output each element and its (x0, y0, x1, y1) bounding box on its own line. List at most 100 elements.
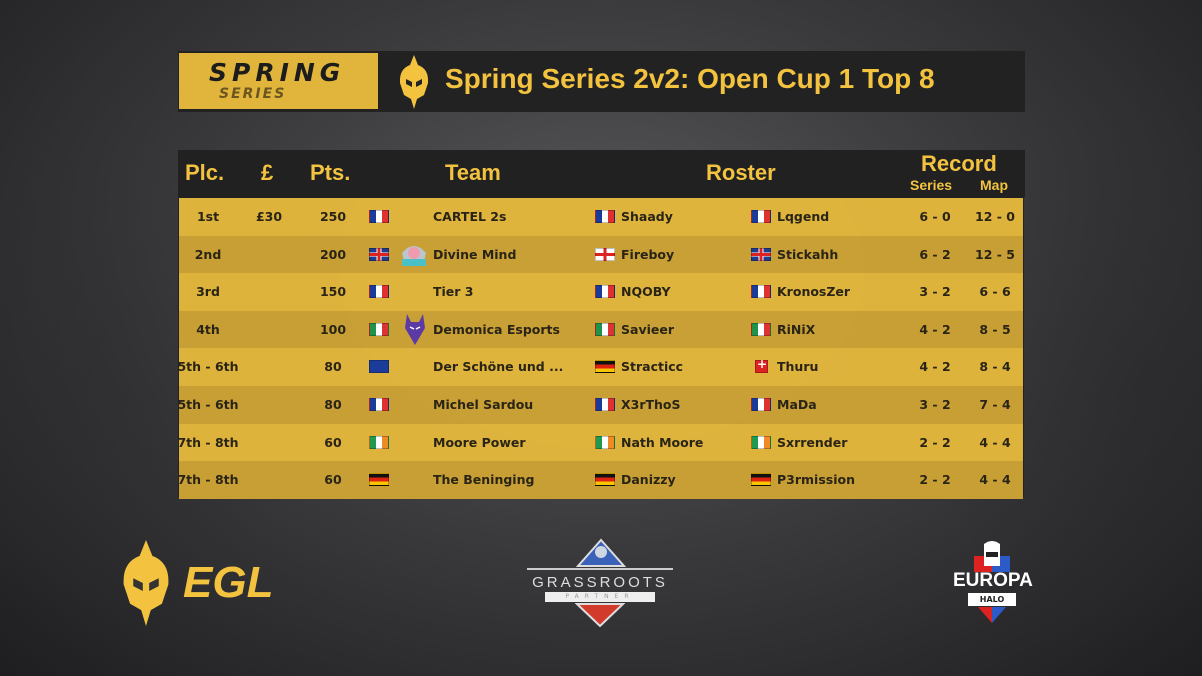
header-points: Pts. (310, 160, 351, 185)
flag-fr-icon (751, 398, 771, 411)
cell-p2: P3rmission (777, 472, 855, 488)
flag-ie-icon (595, 435, 615, 449)
flag-de-icon (369, 473, 389, 487)
cell-points: 250 (319, 209, 347, 224)
cell-map: 7 - 4 (979, 397, 1011, 412)
cell-place: 2nd (194, 246, 222, 262)
cell-p2: Lqgend (777, 209, 830, 224)
europa-text: EUROPA (953, 570, 1033, 591)
cell-place: 3rd (196, 284, 220, 300)
cell-map: 8 - 5 (979, 321, 1011, 337)
cell-p1: Danizzy (621, 472, 676, 488)
cell-map: 12 - 5 (975, 246, 1015, 262)
table-row: 4th 100 Demonica Esports Savieer RiNiX 4 - 2 8… (179, 310, 1023, 349)
flag-gb-icon (369, 247, 389, 261)
halo-text: HALO (968, 593, 1016, 606)
europa-halo-helmet-icon (974, 541, 1010, 572)
flag-ie-icon (369, 435, 389, 449)
cell-p1: Nath Moore (621, 434, 704, 450)
cell-p2: Sxrrender (777, 434, 848, 450)
table-row: 5th - 6th 80 Michel Sardou X3rThoS MaDa 3 - 2… (177, 386, 1023, 424)
demonica-logo-icon (405, 313, 425, 345)
series-text: SERIES (219, 86, 287, 102)
flag-fr-icon (595, 210, 615, 223)
flag-fr-icon (369, 398, 389, 411)
cell-p1: NQOBY (621, 284, 671, 300)
cell-p2: Stickahh (777, 246, 839, 262)
flag-fr-icon (595, 398, 615, 411)
egl-logo-icon (123, 540, 169, 626)
cell-map: 12 - 0 (975, 209, 1015, 224)
cell-map: 4 - 4 (979, 434, 1011, 450)
page-title: Spring Series 2v2: Open Cup 1 Top 8 (445, 63, 935, 94)
standings-table: 1st £30 250 CARTEL 2s Shaady Lqgend 6 - 0 12 - … (177, 197, 1024, 499)
cell-team: Demonica Esports (433, 321, 560, 337)
table-row: 2nd 200 Divine Mind Fireboy Stickahh 6 - 2 12 … (179, 235, 1023, 274)
cell-team: Tier 3 (433, 284, 474, 300)
cell-series: 6 - 2 (919, 246, 951, 262)
flag-it-icon (369, 322, 389, 336)
cell-series: 3 - 2 (919, 397, 951, 412)
cell-team: Moore Power (433, 434, 526, 450)
cell-points: 80 (324, 359, 342, 375)
cell-series: 3 - 2 (919, 284, 951, 300)
table-row: 5th - 6th 80 Der Schöne und ... Stracticc Th… (177, 348, 1023, 386)
cell-place: 7th - 8th (177, 472, 239, 488)
cell-place: 1st (196, 209, 220, 224)
flag-it-icon (595, 322, 615, 336)
cell-map: 4 - 4 (979, 472, 1011, 488)
cell-points: 60 (324, 434, 342, 450)
flag-fr-icon (369, 285, 389, 299)
flag-en-icon (595, 247, 615, 261)
cell-series: 4 - 2 (919, 321, 951, 337)
header-place: Plc. (185, 160, 225, 185)
cell-team: Der Schöne und ... (433, 359, 564, 375)
cell-points: 80 (324, 397, 342, 412)
cell-place: 4th (196, 321, 220, 337)
cell-team: Divine Mind (433, 246, 517, 262)
grassroots-text: GRASSROOTS (527, 568, 673, 591)
cell-points: 200 (319, 246, 347, 262)
flag-de-icon (595, 473, 615, 487)
cell-p1: Shaady (621, 209, 673, 224)
divine-mind-logo-icon (402, 245, 426, 266)
cell-points: 60 (324, 472, 342, 488)
grassroots-emblem-icon (575, 538, 627, 567)
cell-map: 6 - 6 (979, 284, 1011, 300)
cell-series: 2 - 2 (919, 472, 951, 488)
table-row: 7th - 8th 60 The Beninging Danizzy P3rmissio… (177, 461, 1023, 499)
cell-p1: Stracticc (621, 359, 684, 375)
cell-team: Michel Sardou (433, 397, 534, 412)
header-roster: Roster (706, 160, 776, 185)
cell-map: 8 - 4 (979, 359, 1011, 375)
table-row: 7th - 8th 60 Moore Power Nath Moore Sxrrende… (177, 423, 1023, 462)
cell-place: 5th - 6th (177, 359, 239, 375)
header-record: Record (921, 151, 997, 176)
cell-series: 2 - 2 (919, 434, 951, 450)
spring-series-logo: SPRING SERIES (179, 53, 378, 109)
table-header (178, 150, 1025, 197)
cell-p2: MaDa (777, 397, 817, 412)
cell-p1: Fireboy (621, 246, 675, 262)
cell-points: 100 (319, 321, 347, 337)
flag-fr-icon (595, 285, 615, 299)
header-map: Map (980, 177, 1008, 193)
flag-fr-icon (369, 210, 389, 223)
flag-de-icon (751, 473, 771, 487)
cell-p1: Savieer (621, 321, 674, 337)
table-row: 3rd 150 Tier 3 NQOBY KronosZer 3 - 2 6 - 6 (179, 273, 1023, 311)
grassroots-bottom-icon (575, 603, 625, 627)
cell-series: 6 - 0 (919, 209, 951, 224)
cell-points: 150 (319, 284, 347, 300)
cell-p2: Thuru (777, 359, 819, 375)
table-row: 1st £30 250 CARTEL 2s Shaady Lqgend 6 - 0 12 - … (179, 198, 1023, 236)
flag-it-icon (751, 322, 771, 336)
cell-p2: KronosZer (777, 284, 851, 300)
header-prize: £ (261, 160, 274, 185)
header-team: Team (445, 160, 501, 185)
cell-team: The Beninging (433, 472, 535, 488)
cell-p1: X3rThoS (621, 397, 681, 412)
header-series: Series (910, 177, 953, 193)
flag-de-icon (595, 360, 615, 374)
flag-eu-icon (369, 360, 389, 374)
